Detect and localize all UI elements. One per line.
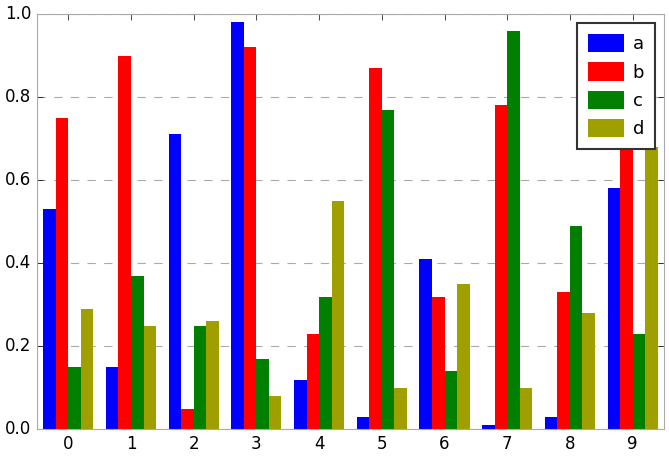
Bar — [106, 367, 118, 430]
Bar — [607, 189, 620, 430]
Bar — [507, 31, 520, 430]
Bar — [432, 296, 444, 430]
Bar — [68, 367, 81, 430]
Bar — [81, 309, 94, 430]
Bar — [194, 326, 206, 430]
Bar — [169, 135, 181, 430]
Bar — [382, 109, 394, 430]
Legend: a, b, c, d: a, b, c, d — [577, 23, 655, 149]
Bar — [570, 226, 583, 430]
Bar — [43, 209, 56, 430]
Bar — [56, 118, 68, 430]
Bar — [269, 396, 282, 430]
Bar — [457, 284, 470, 430]
Bar — [294, 380, 306, 430]
Bar — [520, 388, 533, 430]
Bar — [494, 105, 507, 430]
Bar — [332, 201, 344, 430]
Bar — [545, 417, 557, 430]
Bar — [357, 417, 369, 430]
Bar — [131, 276, 144, 430]
Bar — [144, 326, 156, 430]
Bar — [583, 313, 595, 430]
Bar — [118, 55, 131, 430]
Bar — [244, 47, 256, 430]
Bar — [181, 409, 194, 430]
Bar — [620, 139, 633, 430]
Bar — [557, 292, 570, 430]
Bar — [206, 322, 219, 430]
Bar — [306, 334, 319, 430]
Bar — [231, 22, 244, 430]
Bar — [419, 259, 432, 430]
Bar — [256, 359, 269, 430]
Bar — [444, 371, 457, 430]
Bar — [482, 425, 494, 430]
Bar — [394, 388, 407, 430]
Bar — [633, 334, 645, 430]
Bar — [645, 147, 658, 430]
Bar — [369, 68, 382, 430]
Bar — [319, 296, 332, 430]
